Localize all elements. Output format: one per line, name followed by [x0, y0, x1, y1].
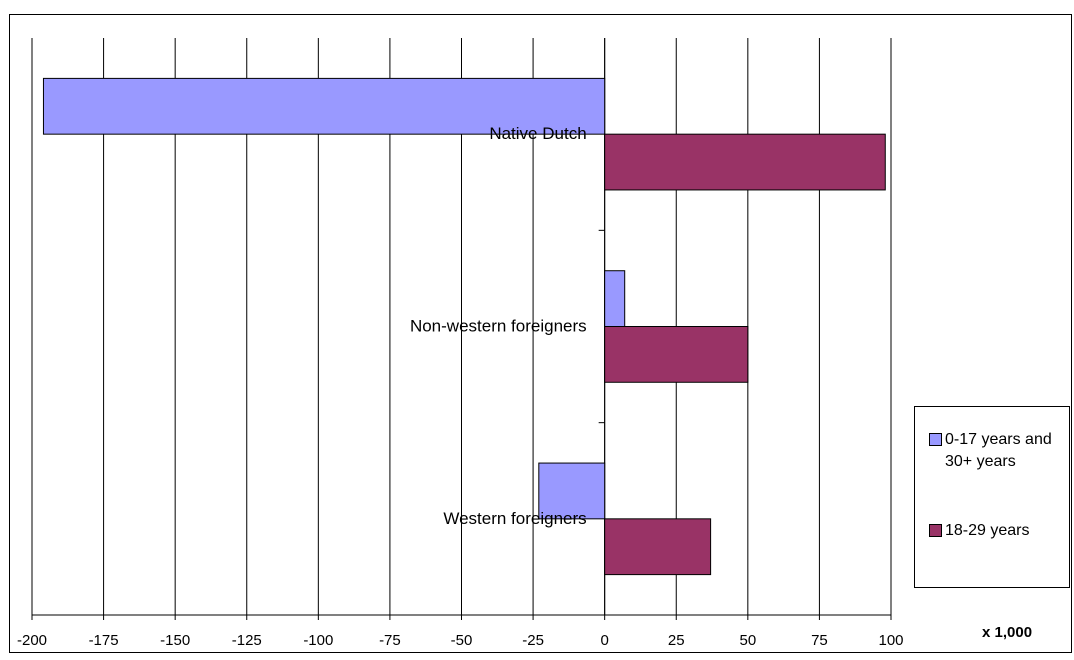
x-tick-label-7: -25 — [522, 632, 544, 649]
category-label-1: Non-western foreigners — [410, 317, 587, 336]
bar-series-2-western-foreigners — [604, 518, 712, 576]
x-tick-label-5: -75 — [379, 632, 401, 649]
x-tick-label-2: -150 — [160, 632, 190, 649]
bar-series-1-non-western-foreigners — [604, 270, 626, 327]
x-tick-label-11: 75 — [811, 632, 828, 649]
x-tick-label-4: -100 — [303, 632, 333, 649]
x-tick-label-1: -175 — [89, 632, 119, 649]
legend-label-series-1: 0-17 years and 30+ years — [945, 431, 1052, 470]
legend: 0-17 years and 30+ years 18-29 years — [914, 406, 1070, 588]
bar-series-1-western-foreigners — [538, 462, 606, 520]
legend-label-series-2: 18-29 years — [945, 522, 1030, 539]
x-tick-label-8: 0 — [600, 632, 608, 649]
chart-frame — [9, 14, 1072, 653]
legend-item-series-1: 0-17 years and 30+ years — [929, 429, 1070, 473]
legend-item-series-2: 18-29 years — [929, 520, 1070, 542]
x-tick-label-0: -200 — [17, 632, 47, 649]
x-axis-unit-label: x 1,000 — [982, 624, 1033, 641]
x-tick-label-10: 50 — [739, 632, 756, 649]
x-tick-label-3: -125 — [232, 632, 262, 649]
bar-series-1-native-dutch — [42, 77, 606, 135]
x-tick-label-9: 25 — [668, 632, 685, 649]
x-tick-label-12: 100 — [878, 632, 903, 649]
legend-swatch-series-1 — [929, 433, 942, 446]
x-tick-label-6: -50 — [451, 632, 473, 649]
category-label-2: Western foreigners — [443, 509, 586, 528]
bar-series-2-native-dutch — [604, 133, 886, 191]
category-label-0: Native Dutch — [489, 124, 586, 143]
bar-series-2-non-western-foreigners — [604, 326, 749, 383]
legend-swatch-series-2 — [929, 524, 942, 537]
